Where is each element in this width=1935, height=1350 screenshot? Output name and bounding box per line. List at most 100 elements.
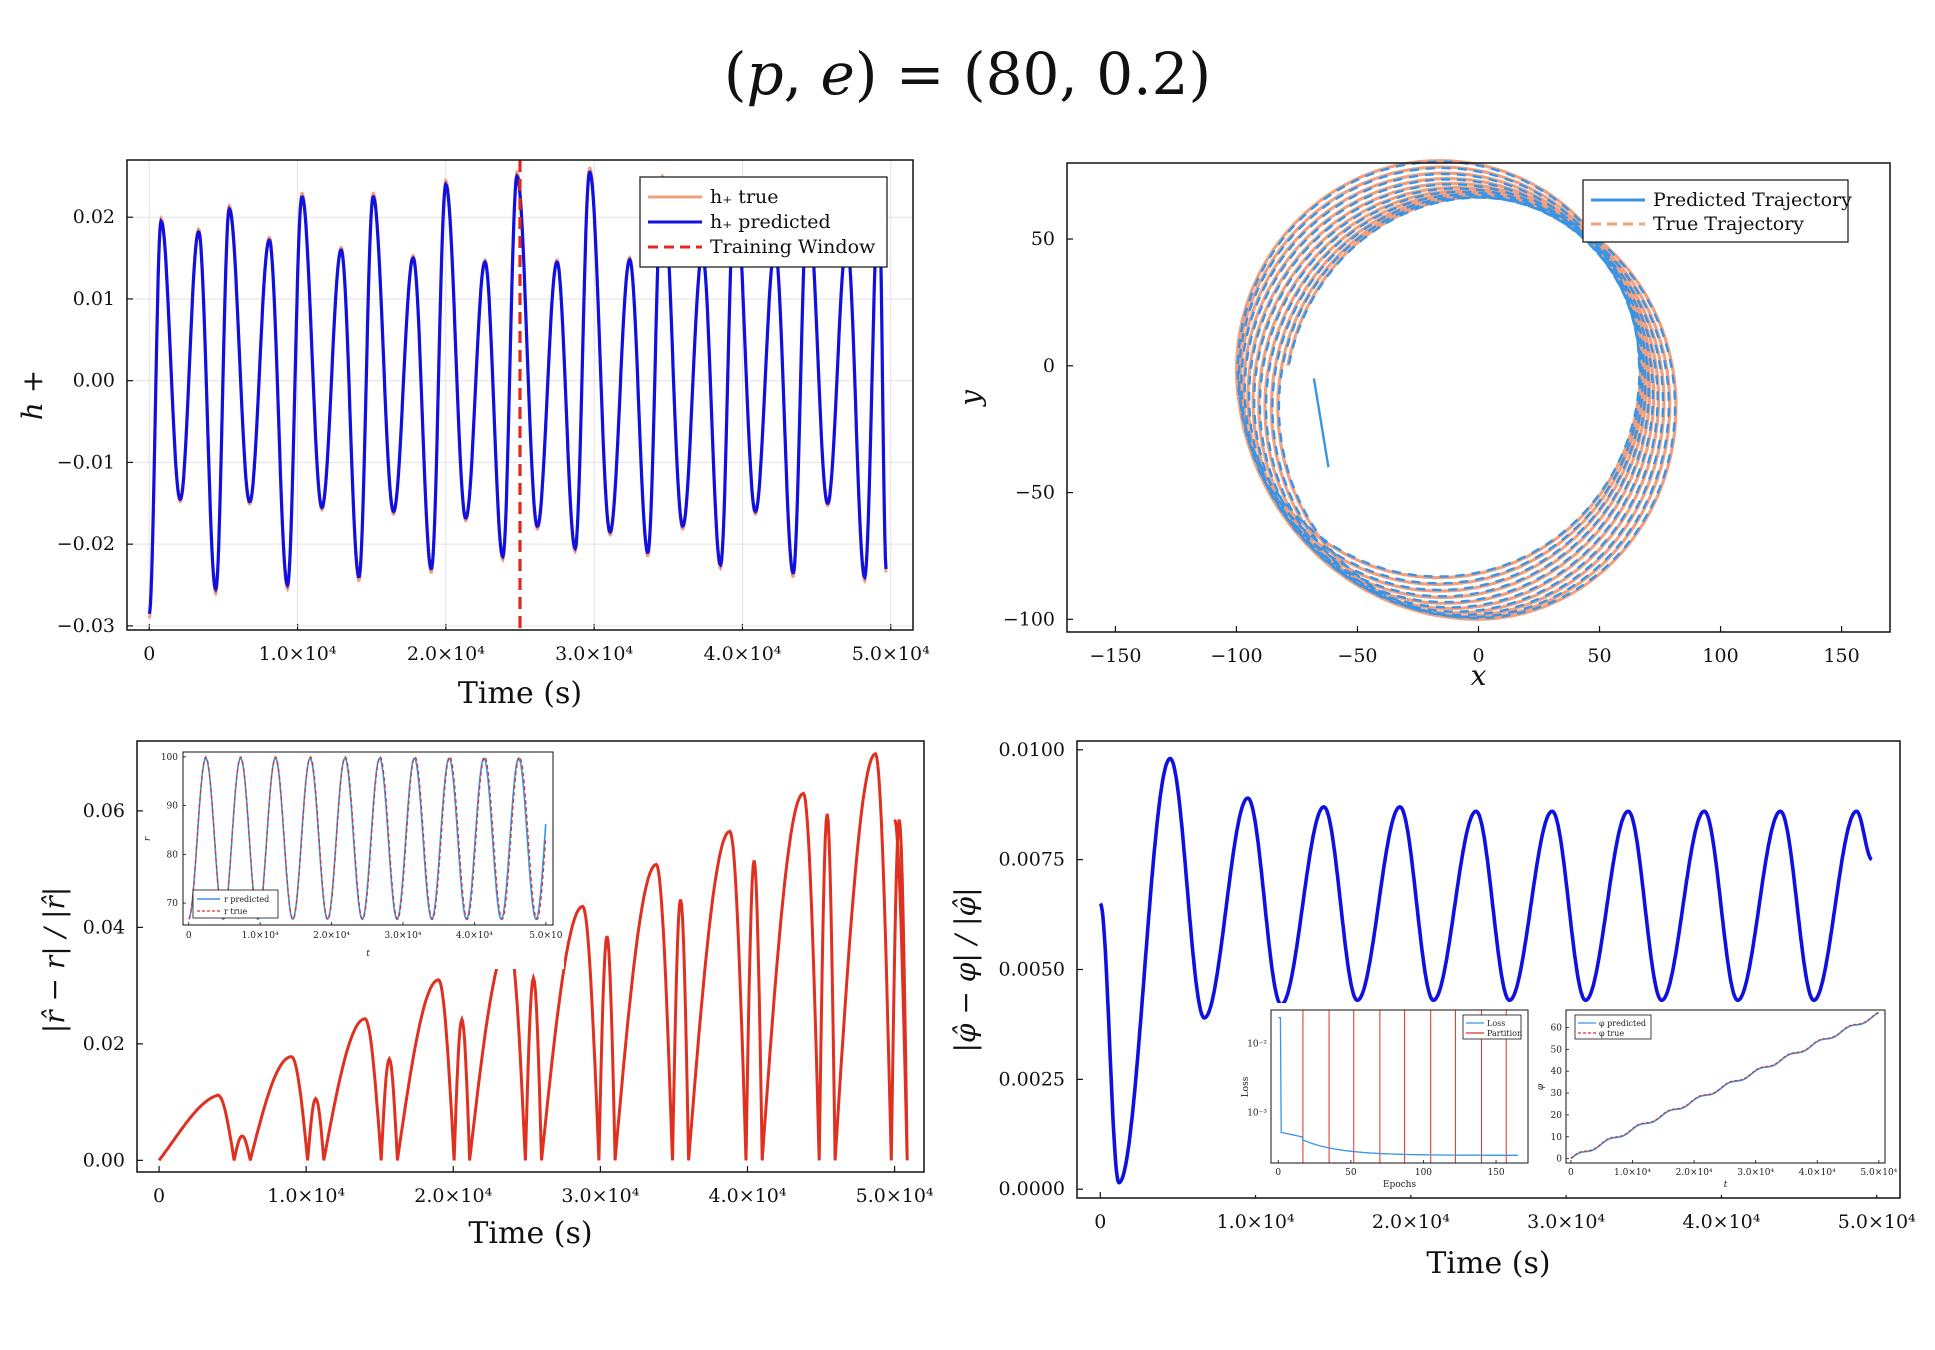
- rerr-xtick-label: 2.0×10⁴: [414, 1185, 492, 1207]
- loss-inset-xtick-label: 50: [1345, 1168, 1357, 1178]
- predicted-trajectory-line: [1236, 160, 1677, 620]
- hplus-axes: [126, 159, 914, 631]
- phi-inset-ytick-label: 0: [1556, 1155, 1562, 1165]
- phierr-xtick-label: 3.0×10⁴: [1527, 1211, 1605, 1233]
- traj-legend: [1582, 179, 1849, 243]
- r-inset-xtick-label: 5.0×10: [529, 931, 563, 941]
- phi-inset-ytick-label: 20: [1551, 1111, 1563, 1121]
- r-inset-xtick-label: 3.0×10⁴: [385, 931, 422, 941]
- phierr-ytick-label: 0.0025: [999, 1068, 1065, 1090]
- r-inset-background: [152, 744, 564, 969]
- partition-legend-label: Partition: [1487, 1029, 1522, 1038]
- hplus-ytick-label: 0.00: [73, 370, 115, 392]
- phierr-xtick-label: 4.0×10⁴: [1682, 1211, 1760, 1233]
- r-inset-ytick-label: 70: [167, 899, 179, 909]
- traj-ytick-label: −50: [1015, 482, 1055, 504]
- loss-inset-xlabel: Epochs: [1383, 1180, 1417, 1190]
- r-inset-legend: [192, 889, 279, 919]
- phi-inset-ytick-label: 30: [1551, 1089, 1563, 1099]
- traj-xtick-label: 100: [1702, 645, 1738, 667]
- phierr-ytick-label: 0.0050: [999, 959, 1065, 981]
- hplus-ytick-label: 0.02: [73, 206, 115, 228]
- phi-inset-ytick-label: 60: [1551, 1023, 1563, 1033]
- traj-legend-true-label: True Trajectory: [1653, 213, 1804, 235]
- phi-inset-predicted-line: [1570, 1011, 1880, 1160]
- phi-inset-xtick-label: 3.0×10⁴: [1737, 1168, 1774, 1178]
- loss-inset-ylabel: Loss: [1241, 1076, 1251, 1097]
- traj-xtick-label: −150: [1089, 645, 1141, 667]
- r-inset-xtick-label: 4.0×10⁴: [456, 931, 493, 941]
- rerr-xtick-label: 3.0×10⁴: [561, 1185, 639, 1207]
- phi-inset-true-line: [1570, 1011, 1880, 1159]
- phi-inset-xtick-label: 1.0×10⁴: [1614, 1168, 1651, 1178]
- phi-inset-ytick-label: 40: [1551, 1067, 1563, 1077]
- r-inset-xtick-label: 0: [186, 931, 192, 941]
- traj-xlabel: x: [1471, 659, 1487, 692]
- phi-inset-axes: [1565, 1009, 1886, 1164]
- traj-xtick-label: 150: [1823, 645, 1859, 667]
- phi-inset-xtick-label: 5.0×10⁴: [1860, 1168, 1897, 1178]
- r-inset-axes: [182, 751, 554, 926]
- hplus-xtick-label: 5.0×10⁴: [852, 643, 930, 665]
- phierr-axes: [1076, 740, 1901, 1199]
- traj-xtick-label: −50: [1337, 645, 1377, 667]
- phi-inset-xlabel: t: [1724, 1180, 1728, 1190]
- rerr-axes: [136, 740, 925, 1173]
- phi-inset-xtick-label: 4.0×10⁴: [1799, 1168, 1836, 1178]
- loss-legend-label: Loss: [1487, 1019, 1505, 1028]
- hplus-predicted-line: [147, 170, 888, 615]
- phi-error-line: [1098, 756, 1873, 1185]
- phierr-xlabel: Time (s): [1426, 1246, 1550, 1281]
- rerr-ytick-label: 0.06: [83, 800, 125, 822]
- rerr-xtick-label: 1.0×10⁴: [267, 1185, 345, 1207]
- r-inset-ytick-label: 90: [167, 802, 179, 812]
- rerr-xtick-label: 0: [153, 1185, 165, 1207]
- phi-inset-legend-predicted-label: φ predicted: [1599, 1019, 1646, 1028]
- phi-inset-background: [1237, 1003, 1893, 1195]
- rerr-ytick-label: 0.04: [83, 916, 125, 938]
- hplus-xtick-label: 0: [143, 643, 155, 665]
- hplus-xlabel: Time (s): [458, 676, 582, 711]
- hplus-ytick-label: −0.01: [57, 451, 115, 473]
- rerr-xtick-label: 5.0×10⁴: [856, 1185, 934, 1207]
- loss-inset-ytick-label: 10⁻²: [1247, 1040, 1267, 1050]
- phierr-xtick-label: 2.0×10⁴: [1372, 1211, 1450, 1233]
- phi-inset-xtick-label: 2.0×10⁴: [1676, 1168, 1713, 1178]
- hplus-xtick-label: 4.0×10⁴: [703, 643, 781, 665]
- traj-xtick-label: −100: [1210, 645, 1262, 667]
- loss-inset-axes: [1270, 1009, 1529, 1164]
- traj-legend-predicted-label: Predicted Trajectory: [1653, 189, 1852, 211]
- hplus-legend-training-label: Training Window: [710, 236, 876, 258]
- loss-inset-ytick-label: 10⁻³: [1247, 1109, 1267, 1119]
- rerr-ytick-label: 0.02: [83, 1033, 125, 1055]
- r-inset-ytick-label: 100: [161, 753, 178, 763]
- phierr-ylabel: |φ̂ − φ| / |φ̂|: [949, 887, 982, 1052]
- hplus-ytick-label: −0.02: [57, 533, 115, 555]
- loss-inset-legend: [1462, 1014, 1522, 1040]
- hplus-legend-true-label: h₊ true: [710, 186, 779, 208]
- hplus-ytick-label: −0.03: [57, 615, 115, 637]
- rerr-xlabel: Time (s): [468, 1216, 592, 1251]
- r-inset-xlabel: t: [366, 949, 370, 959]
- hplus-ytick-label: 0.01: [73, 288, 115, 310]
- phi-inset-legend: [1574, 1014, 1652, 1040]
- phi-inset-xtick-label: 0: [1568, 1168, 1574, 1178]
- traj-xtick-label: 50: [1587, 645, 1611, 667]
- r-inset-ytick-label: 80: [167, 850, 179, 860]
- traj-axes: [1066, 162, 1891, 633]
- rerr-xtick-label: 4.0×10⁴: [709, 1185, 787, 1207]
- phierr-xtick-label: 1.0×10⁴: [1217, 1211, 1295, 1233]
- predicted-trajectory-end: [1312, 378, 1330, 468]
- phierr-xtick-label: 0: [1094, 1211, 1106, 1233]
- phierr-ytick-label: 0.0075: [999, 849, 1065, 871]
- rerr-ylabel: |r̂ − r| / |r̂|: [38, 887, 71, 1033]
- phi-inset-ytick-label: 10: [1551, 1133, 1563, 1143]
- traj-xtick-label: 0: [1472, 645, 1484, 667]
- r-inset-true-line: [188, 756, 547, 920]
- loss-inset-xtick-label: 0: [1275, 1168, 1281, 1178]
- hplus-xtick-label: 2.0×10⁴: [407, 643, 485, 665]
- page-title: (p, e) = (80, 0.2): [723, 40, 1212, 108]
- traj-ylabel: y: [954, 389, 987, 408]
- r-inset-legend-predicted-label: r predicted: [224, 895, 269, 904]
